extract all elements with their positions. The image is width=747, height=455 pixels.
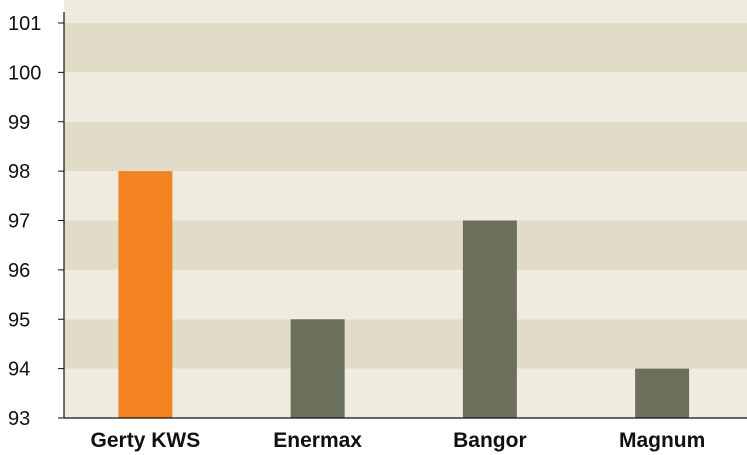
bars-group — [118, 171, 690, 418]
y-tick-label: 100 — [8, 62, 41, 84]
grid-band — [64, 171, 747, 221]
grid-band — [64, 121, 747, 172]
grid-band — [64, 220, 747, 270]
grid-band — [64, 72, 747, 122]
x-tick-label: Enermax — [273, 429, 362, 452]
y-tick-label: 97 — [8, 211, 30, 233]
y-tick-label: 99 — [8, 112, 30, 134]
grid-band-top — [64, 0, 747, 23]
bar-magnum — [635, 368, 690, 418]
y-tick-labels: 93 94 95 96 97 98 99 100 101 — [8, 13, 64, 430]
bar-bangor — [462, 220, 517, 418]
x-tick-label: Bangor — [453, 429, 527, 452]
grid-bands — [64, 0, 747, 418]
x-tick-label: Gerty KWS — [91, 429, 201, 452]
bar-enermax — [290, 319, 345, 418]
y-tick-label: 101 — [8, 13, 41, 35]
grid-band — [64, 269, 747, 320]
y-tick-label: 93 — [8, 408, 30, 430]
bar-gerty-kws — [118, 171, 173, 418]
y-tick-label: 94 — [8, 359, 30, 381]
x-tick-labels: Gerty KWS Enermax Bangor Magnum — [91, 429, 706, 452]
grid-band — [64, 319, 747, 369]
y-tick-label: 95 — [8, 309, 30, 331]
x-tick-label: Magnum — [619, 429, 705, 452]
y-tick-label: 98 — [8, 161, 30, 183]
grid-band — [64, 368, 747, 418]
y-tick-label: 96 — [8, 260, 30, 282]
grid-band — [64, 23, 747, 73]
axes-group — [63, 12, 747, 419]
